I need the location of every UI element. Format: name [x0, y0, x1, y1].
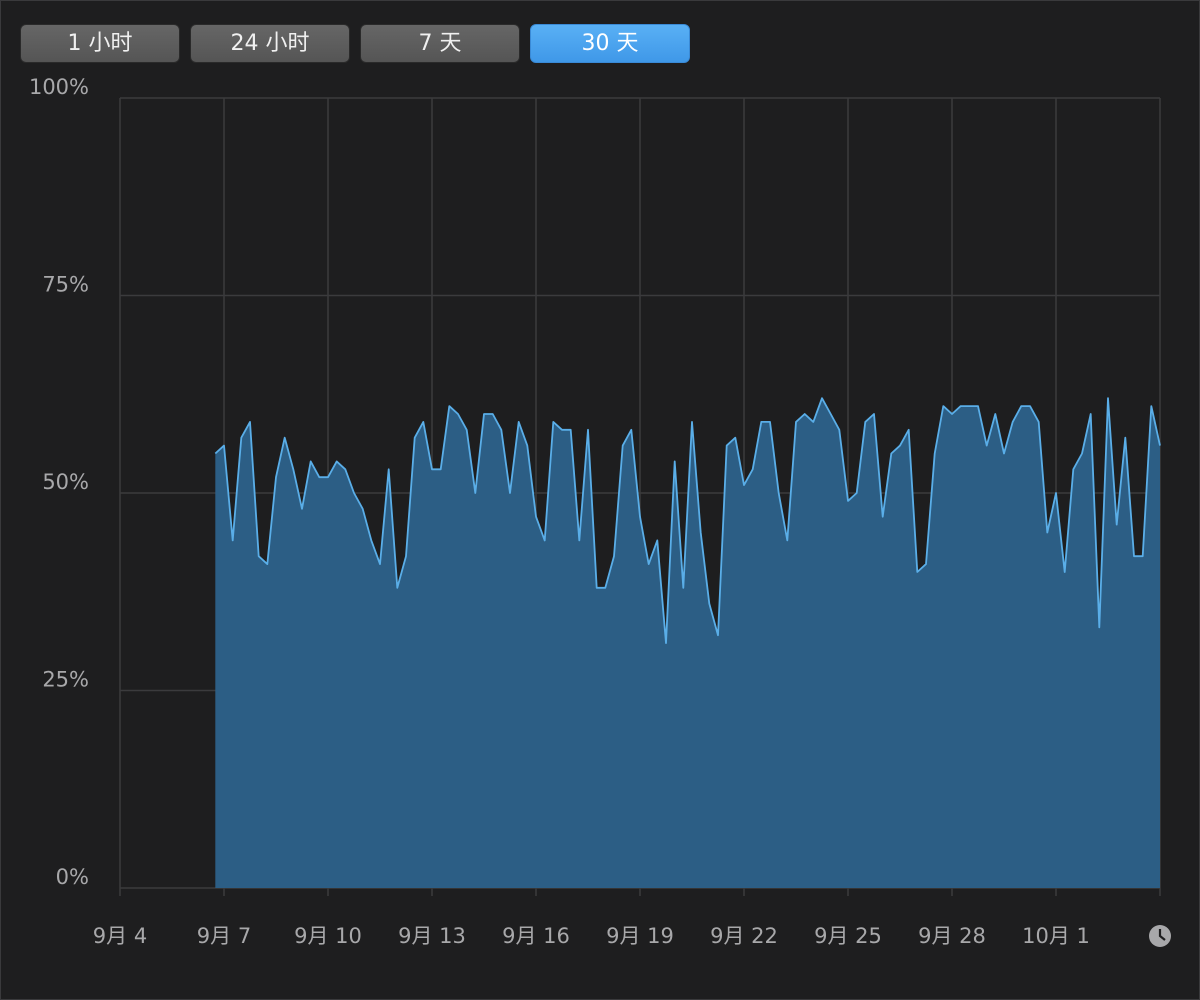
- x-tick-label: 9月 13: [398, 924, 466, 948]
- range-button[interactable]: 1 小时: [20, 24, 180, 63]
- y-tick-label: 0%: [56, 865, 89, 889]
- y-tick-label: 25%: [42, 668, 89, 692]
- x-tick-label: 9月 19: [606, 924, 674, 948]
- x-tick-label: 9月 7: [197, 924, 251, 948]
- x-tick-label: 9月 25: [814, 924, 882, 948]
- range-button[interactable]: 7 天: [360, 24, 520, 63]
- x-tick-label: 10月 1: [1022, 924, 1090, 948]
- area-fill: [215, 398, 1161, 888]
- x-tick-label: 9月 16: [502, 924, 570, 948]
- y-tick-label: 100%: [29, 75, 89, 99]
- y-tick-label: 75%: [42, 273, 89, 297]
- x-tick-label: 9月 22: [710, 924, 778, 948]
- range-button[interactable]: 30 天: [530, 24, 690, 63]
- area-line: [214, 397, 1161, 644]
- range-button[interactable]: 24 小时: [190, 24, 350, 63]
- clock-icon: [1149, 925, 1171, 947]
- y-tick-label: 50%: [42, 470, 89, 494]
- x-tick-label: 9月 4: [93, 924, 147, 948]
- x-tick-label: 9月 28: [918, 924, 986, 948]
- x-tick-label: 9月 10: [294, 924, 362, 948]
